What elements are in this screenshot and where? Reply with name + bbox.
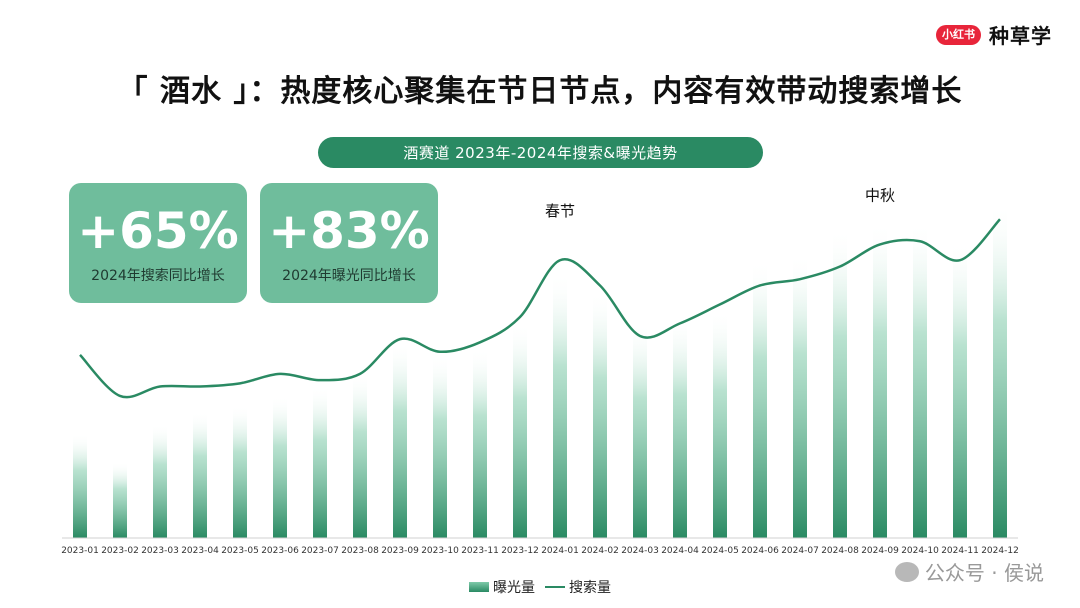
exposure-bar [513, 323, 527, 538]
exposure-bar [673, 317, 687, 538]
x-tick-label: 2023-01 [61, 546, 99, 556]
legend-swatch-line [545, 586, 565, 588]
brand-name: 种草学 [989, 24, 1052, 48]
exposure-bar [713, 310, 727, 538]
legend-label-bars: 曝光量 [493, 580, 535, 596]
x-tick-label: 2024-12 [981, 546, 1019, 556]
brand-logo: 小红书 种草学 [936, 20, 1052, 49]
x-tick-label: 2023-08 [341, 546, 379, 556]
chart-legend: 曝光量 搜索量 [0, 577, 1080, 597]
exposure-bar [153, 424, 167, 538]
exposure-bar [753, 260, 767, 538]
exposure-bar [953, 241, 967, 538]
stat-label: 2024年曝光同比增长 [282, 268, 416, 284]
stat-value: +65% [77, 202, 239, 260]
chart-annotation: 中秋 [865, 186, 895, 204]
exposure-bar [553, 272, 567, 538]
exposure-bar [273, 395, 287, 538]
exposure-bar [353, 373, 367, 538]
page-title: 「 酒水 」：热度核心聚集在节日节点，内容有效带动搜索增长 [117, 74, 963, 109]
legend-label-line: 搜索量 [569, 580, 611, 596]
exposure-bar [593, 291, 607, 538]
stat-label: 2024年搜索同比增长 [91, 268, 225, 284]
watermark: 公众号 · 侯说 [894, 557, 1044, 586]
legend-item-bars: 曝光量 [469, 577, 535, 597]
brand-badge: 小红书 [936, 24, 981, 45]
legend-swatch-bars [469, 582, 489, 592]
x-tick-label: 2023-10 [421, 546, 459, 556]
x-tick-label: 2023-09 [381, 546, 419, 556]
x-tick-label: 2023-07 [301, 546, 339, 556]
stat-card-search: +65% 2024年搜索同比增长 [69, 183, 247, 303]
x-tick-label: 2024-04 [661, 546, 699, 556]
exposure-bar [993, 203, 1007, 538]
x-tick-label: 2023-12 [501, 546, 539, 556]
search-volume-line [79, 218, 1001, 399]
exposure-bar [793, 253, 807, 539]
x-tick-label: 2023-04 [181, 546, 219, 556]
exposure-bar [473, 348, 487, 538]
wechat-icon [894, 561, 919, 582]
chart-title-pill: 酒赛道 2023年-2024年搜索&曝光趋势 [318, 137, 763, 168]
exposure-bar [73, 433, 87, 538]
exposure-bar [633, 323, 647, 538]
x-tick-label: 2023-03 [141, 546, 179, 556]
exposure-bar [833, 228, 847, 538]
x-tick-label: 2023-11 [461, 546, 499, 556]
x-tick-label: 2024-11 [941, 546, 979, 556]
x-tick-label: 2024-05 [701, 546, 739, 556]
exposure-bar [113, 462, 127, 538]
exposure-bar [873, 222, 887, 538]
exposure-bar [433, 354, 447, 538]
x-tick-label: 2023-05 [221, 546, 259, 556]
x-tick-label: 2024-06 [741, 546, 779, 556]
stat-value: +83% [268, 202, 430, 260]
exposure-bar [313, 386, 327, 538]
exposure-bar [193, 411, 207, 538]
exposure-bar [233, 405, 247, 538]
watermark-text: 公众号 · 侯说 [924, 561, 1044, 585]
x-tick-label: 2024-08 [821, 546, 859, 556]
x-tick-label: 2024-09 [861, 546, 899, 556]
x-tick-label: 2024-07 [781, 546, 819, 556]
x-tick-label: 2023-06 [261, 546, 299, 556]
x-tick-label: 2024-10 [901, 546, 939, 556]
x-tick-label: 2024-03 [621, 546, 659, 556]
x-tick-label: 2023-02 [101, 546, 139, 556]
exposure-bar [393, 342, 407, 538]
chart-annotation: 春节 [545, 202, 575, 220]
stat-card-exposure: +83% 2024年曝光同比增长 [260, 183, 438, 303]
legend-item-line: 搜索量 [545, 577, 611, 597]
x-tick-label: 2024-01 [541, 546, 579, 556]
exposure-bar [913, 222, 927, 538]
x-tick-label: 2024-02 [581, 546, 619, 556]
